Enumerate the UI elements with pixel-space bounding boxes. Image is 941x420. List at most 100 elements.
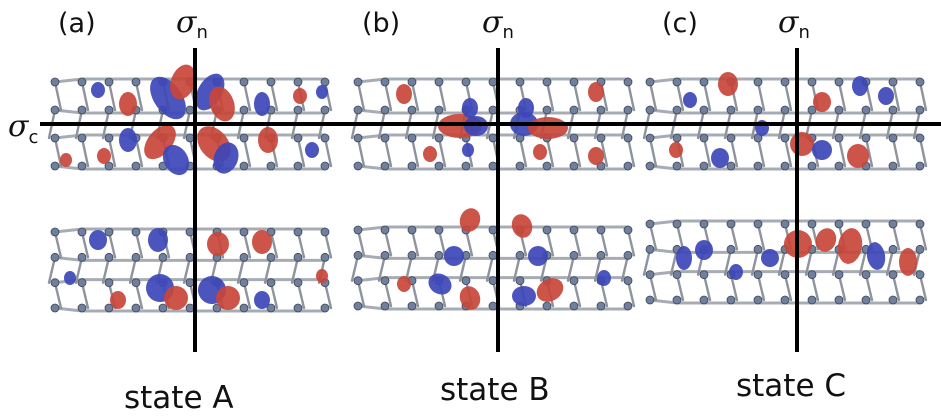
panel-label-b: (b) [362, 8, 400, 39]
atom [293, 278, 303, 288]
bond [864, 136, 874, 168]
atom [239, 278, 249, 288]
atom [434, 301, 444, 311]
bond [437, 136, 447, 168]
atom [266, 252, 276, 262]
atom [753, 77, 763, 87]
atom [407, 225, 417, 235]
bond [702, 136, 712, 168]
bond [891, 80, 901, 112]
atom [569, 250, 579, 260]
state-label-b: state B [440, 372, 550, 408]
atom [185, 252, 195, 262]
atom [434, 105, 444, 115]
atom [699, 219, 709, 229]
orbitals-b [396, 82, 611, 310]
atom [131, 77, 141, 87]
atom [726, 161, 736, 171]
atom [353, 105, 363, 115]
atom [266, 303, 276, 313]
orbital-lobe-blue [512, 286, 536, 306]
atom [185, 303, 195, 313]
orbital-lobe-red [533, 144, 547, 160]
bond [323, 136, 333, 168]
bond [545, 80, 555, 112]
atom [104, 252, 114, 262]
atom [353, 77, 363, 87]
atom [461, 276, 471, 286]
orbital-lobe-blue [518, 98, 534, 118]
atom [380, 105, 390, 115]
atom [353, 276, 363, 286]
orbital-lobe-red [459, 286, 481, 310]
bond [837, 136, 847, 168]
atom [293, 227, 303, 237]
orbital-lobe-blue [162, 144, 190, 176]
atom [158, 303, 168, 313]
atom [407, 133, 417, 143]
orbital-lobe-red [170, 64, 196, 100]
atom [266, 161, 276, 171]
atom [569, 225, 579, 235]
atom [888, 219, 898, 229]
bond [269, 80, 279, 112]
bond [891, 136, 901, 168]
orbitals-a [60, 64, 328, 310]
atom [380, 225, 390, 235]
atom [726, 219, 736, 229]
sigma-n-label-c: σn [778, 5, 810, 43]
atom [780, 133, 790, 143]
bond [356, 136, 366, 168]
atom [239, 133, 249, 143]
atom [807, 105, 817, 115]
bond [599, 136, 609, 168]
bond [756, 136, 766, 168]
atom [50, 77, 60, 87]
atom [807, 77, 817, 87]
atom [77, 105, 87, 115]
atom [461, 161, 471, 171]
orbital-lobe-blue [305, 142, 319, 158]
lattice-b-bottom [350, 225, 636, 311]
atom [915, 77, 925, 87]
orbital-lobe-blue [444, 246, 464, 266]
atom [726, 105, 736, 115]
atom [488, 225, 498, 235]
bond [134, 136, 144, 168]
atom [623, 105, 633, 115]
atom [915, 219, 925, 229]
atom [434, 225, 444, 235]
atom [861, 219, 871, 229]
atom [542, 225, 552, 235]
orbital-lobe-red [813, 92, 831, 112]
atom [672, 133, 682, 143]
atom [569, 133, 579, 143]
atom [50, 161, 60, 171]
orbital-lobe-blue [316, 85, 328, 99]
atom [672, 270, 682, 280]
atom [407, 105, 417, 115]
orbital-lobe-red [164, 286, 188, 310]
orbital-lobe-red [97, 148, 111, 164]
atom [915, 105, 925, 115]
bond [918, 80, 928, 112]
orbital-lobe-red [252, 230, 272, 254]
sigma-n-label-a: σn [176, 5, 208, 43]
orbital-lobe-blue [89, 230, 107, 250]
bond [626, 80, 636, 112]
atom [834, 270, 844, 280]
bond [648, 136, 658, 168]
sigma-n-label-b: σn [482, 5, 514, 43]
orbital-lobe-red [588, 82, 604, 102]
atom [726, 244, 736, 254]
atom [320, 252, 330, 262]
orbital-lobe-blue [852, 76, 868, 96]
atom [380, 133, 390, 143]
atom [888, 295, 898, 305]
atom [596, 250, 606, 260]
orbital-lobe-red [396, 84, 412, 104]
bond [383, 80, 393, 112]
atom [50, 105, 60, 115]
atom [753, 295, 763, 305]
